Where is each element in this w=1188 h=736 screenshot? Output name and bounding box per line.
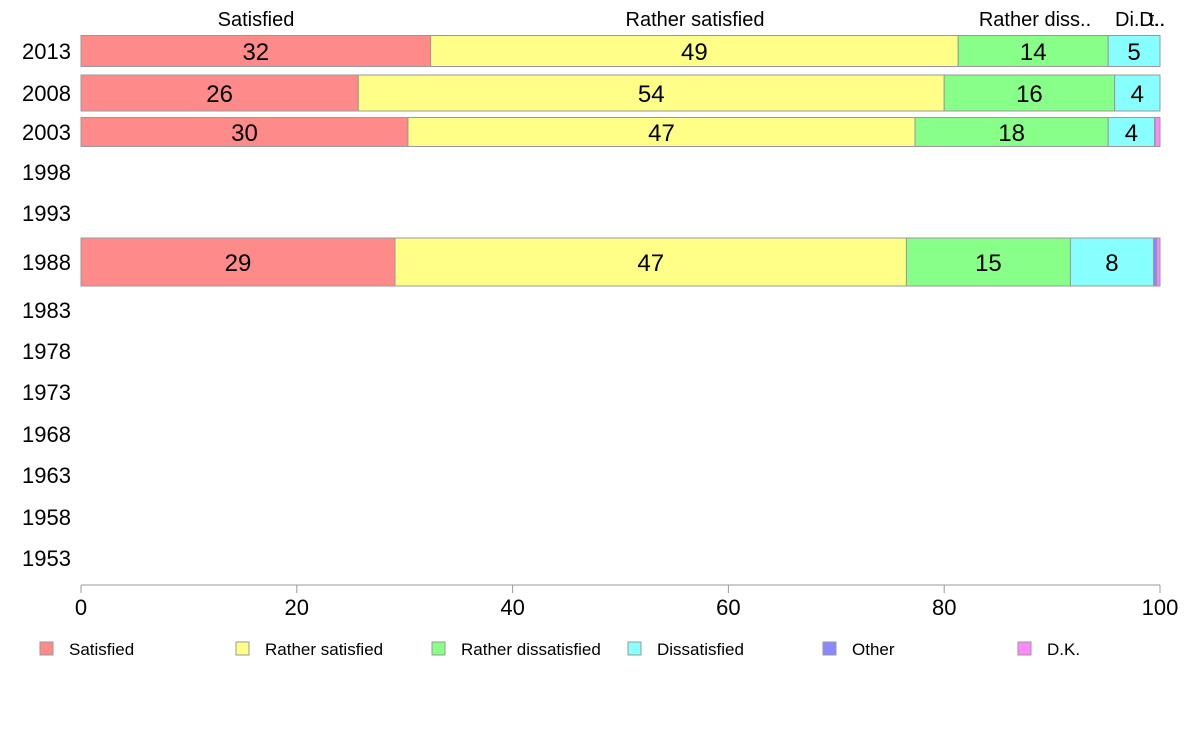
x-tick-label: 80 — [932, 595, 956, 620]
bar-segment — [80, 237, 396, 287]
bar-segment — [1107, 35, 1161, 67]
y-tick-label: 1978 — [22, 339, 71, 364]
bar-segment — [1154, 117, 1161, 147]
bar-value-label: 47 — [637, 250, 664, 277]
legend-swatch — [235, 641, 250, 656]
y-tick-label: 1988 — [22, 250, 71, 275]
bar-value-label: 30 — [231, 120, 258, 147]
bar-segment — [357, 74, 945, 112]
y-tick-label: 1993 — [22, 201, 71, 226]
bar-segment — [1114, 74, 1161, 112]
bar-value-label: 49 — [681, 39, 708, 66]
y-tick-label: 1998 — [22, 160, 71, 185]
bar-segment — [1107, 117, 1156, 147]
y-tick-label: 1983 — [22, 298, 71, 323]
legend-label: D.K. — [1047, 640, 1080, 659]
bar-segment — [943, 74, 1116, 112]
series-top-label: D.. — [1139, 9, 1165, 31]
legend-label: Dissatisfied — [657, 640, 744, 659]
legend-swatch — [39, 641, 54, 656]
series-top-label: Rather satisfied — [626, 9, 765, 31]
bar-value-label: 16 — [1016, 81, 1043, 108]
y-tick-label: 1968 — [22, 422, 71, 447]
bar-segment — [394, 237, 907, 287]
x-tick-label: 60 — [716, 595, 740, 620]
bar-value-label: 26 — [206, 81, 233, 108]
legend-swatch — [627, 641, 642, 656]
y-tick-label: 2008 — [22, 81, 71, 106]
bar-value-label: 18 — [998, 120, 1025, 147]
series-top-label: t.. — [1149, 9, 1166, 31]
bar-segment — [80, 35, 432, 67]
bar-value-label: 15 — [975, 250, 1002, 277]
bar-segment — [430, 35, 959, 67]
y-tick-label: 1973 — [22, 380, 71, 405]
bar-value-label: 32 — [242, 39, 269, 66]
y-tick-label: 1963 — [22, 463, 71, 488]
bar-segment — [957, 35, 1109, 67]
bar-segment — [407, 117, 916, 147]
legend-swatch — [1017, 641, 1032, 656]
legend-label: Rather dissatisfied — [461, 640, 601, 659]
bar-segment — [905, 237, 1071, 287]
series-top-label: Di.. — [1115, 9, 1145, 31]
y-tick-label: 2013 — [22, 39, 71, 64]
x-tick-label: 40 — [500, 595, 524, 620]
bar-value-label: 4 — [1131, 81, 1144, 108]
legend-swatch — [431, 641, 446, 656]
bar-value-label: 4 — [1125, 120, 1138, 147]
legend-label: Rather satisfied — [265, 640, 383, 659]
bar-segment — [80, 117, 409, 147]
bar-segment — [80, 74, 359, 112]
bar-segment — [1156, 237, 1161, 287]
bar-value-label: 29 — [225, 250, 252, 277]
y-tick-label: 1958 — [22, 505, 71, 530]
bar-value-label: 5 — [1127, 39, 1140, 66]
bar-value-label: 47 — [648, 120, 675, 147]
x-tick-label: 100 — [1142, 595, 1179, 620]
series-top-label: Rather diss.. — [979, 9, 1091, 31]
y-tick-label: 1953 — [22, 546, 71, 571]
series-top-label: Satisfied — [218, 9, 295, 31]
legend-label: Other — [852, 640, 895, 659]
legend-swatch — [822, 641, 837, 656]
x-tick-label: 20 — [285, 595, 309, 620]
bar-value-label: 8 — [1105, 250, 1118, 277]
y-tick-label: 2003 — [22, 120, 71, 145]
bar-value-label: 14 — [1020, 39, 1047, 66]
legend-label: Satisfied — [69, 640, 134, 659]
bar-value-label: 54 — [638, 81, 665, 108]
x-tick-label: 0 — [75, 595, 87, 620]
